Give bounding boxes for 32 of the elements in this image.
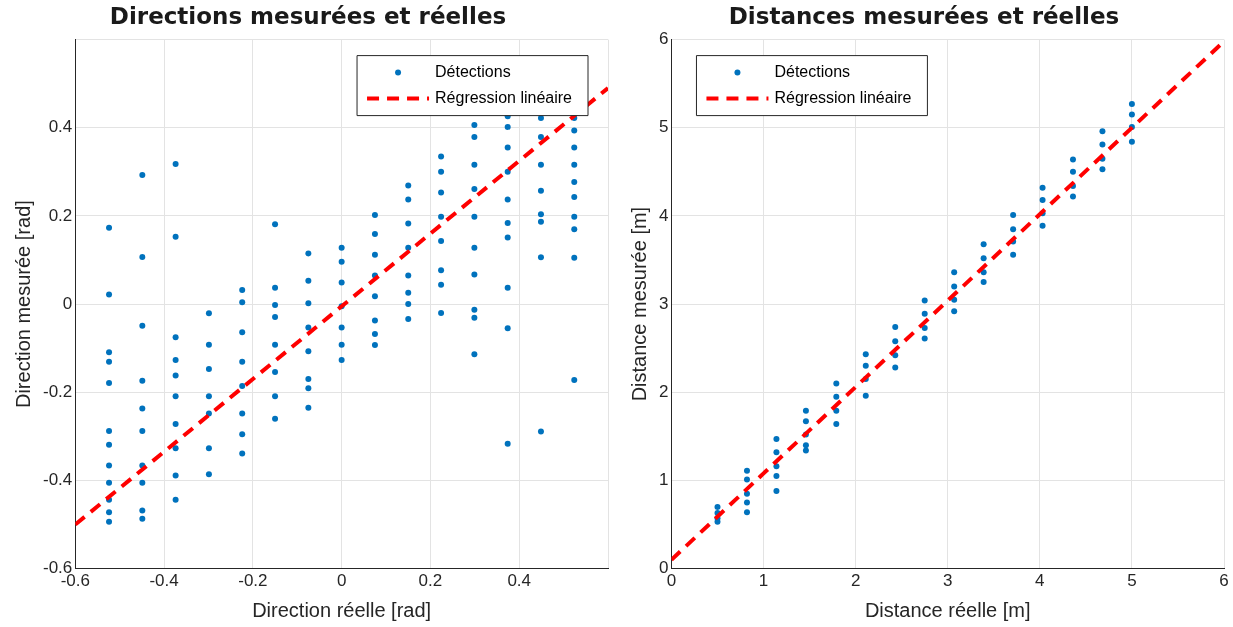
x-tick-label: -0.2 xyxy=(238,571,268,591)
y-tick-label: 6 xyxy=(658,29,669,49)
y-tick-label: 0 xyxy=(62,293,73,313)
x-tick-label: 6 xyxy=(1219,571,1229,591)
chart-title: Distances mesurées et réelles xyxy=(728,2,1120,29)
y-tick-label: -0.4 xyxy=(43,470,73,490)
x-tick-label: 2 xyxy=(850,571,861,591)
legend-label: Détections xyxy=(435,63,511,81)
y-axis-title: Direction mesurée [rad] xyxy=(11,200,34,409)
y-tick-label: 0.2 xyxy=(48,205,73,225)
y-tick-label: 3 xyxy=(658,293,669,313)
y-tick-label: 0.4 xyxy=(48,117,73,137)
chart-title: Directions mesurées et réelles xyxy=(109,2,507,29)
y-tick-label: -0.2 xyxy=(43,381,73,401)
x-tick-label: 0 xyxy=(336,571,347,591)
legend-label: Régression linéaire xyxy=(774,89,912,107)
x-tick-label: 0.2 xyxy=(418,571,443,591)
y-tick-label: 2 xyxy=(658,381,669,401)
y-axis-title: Distance mesurée [m] xyxy=(627,206,650,402)
x-tick-label: 3 xyxy=(942,571,953,591)
x-tick-label: -0.4 xyxy=(149,571,179,591)
x-tick-label: 0.4 xyxy=(507,571,532,591)
y-tick-label: 4 xyxy=(658,205,669,225)
legend-label: Détections xyxy=(774,63,851,81)
legend-label: Régression linéaire xyxy=(435,89,573,107)
x-axis-title: Direction réelle [rad] xyxy=(252,598,432,621)
x-tick-label: 5 xyxy=(1127,571,1137,591)
y-tick-label: 5 xyxy=(658,117,669,137)
x-tick-label: 1 xyxy=(758,571,769,591)
x-tick-label: 4 xyxy=(1035,571,1045,591)
x-axis-title: Distance réelle [m] xyxy=(864,598,1031,621)
y-tick-label: 1 xyxy=(658,470,669,490)
